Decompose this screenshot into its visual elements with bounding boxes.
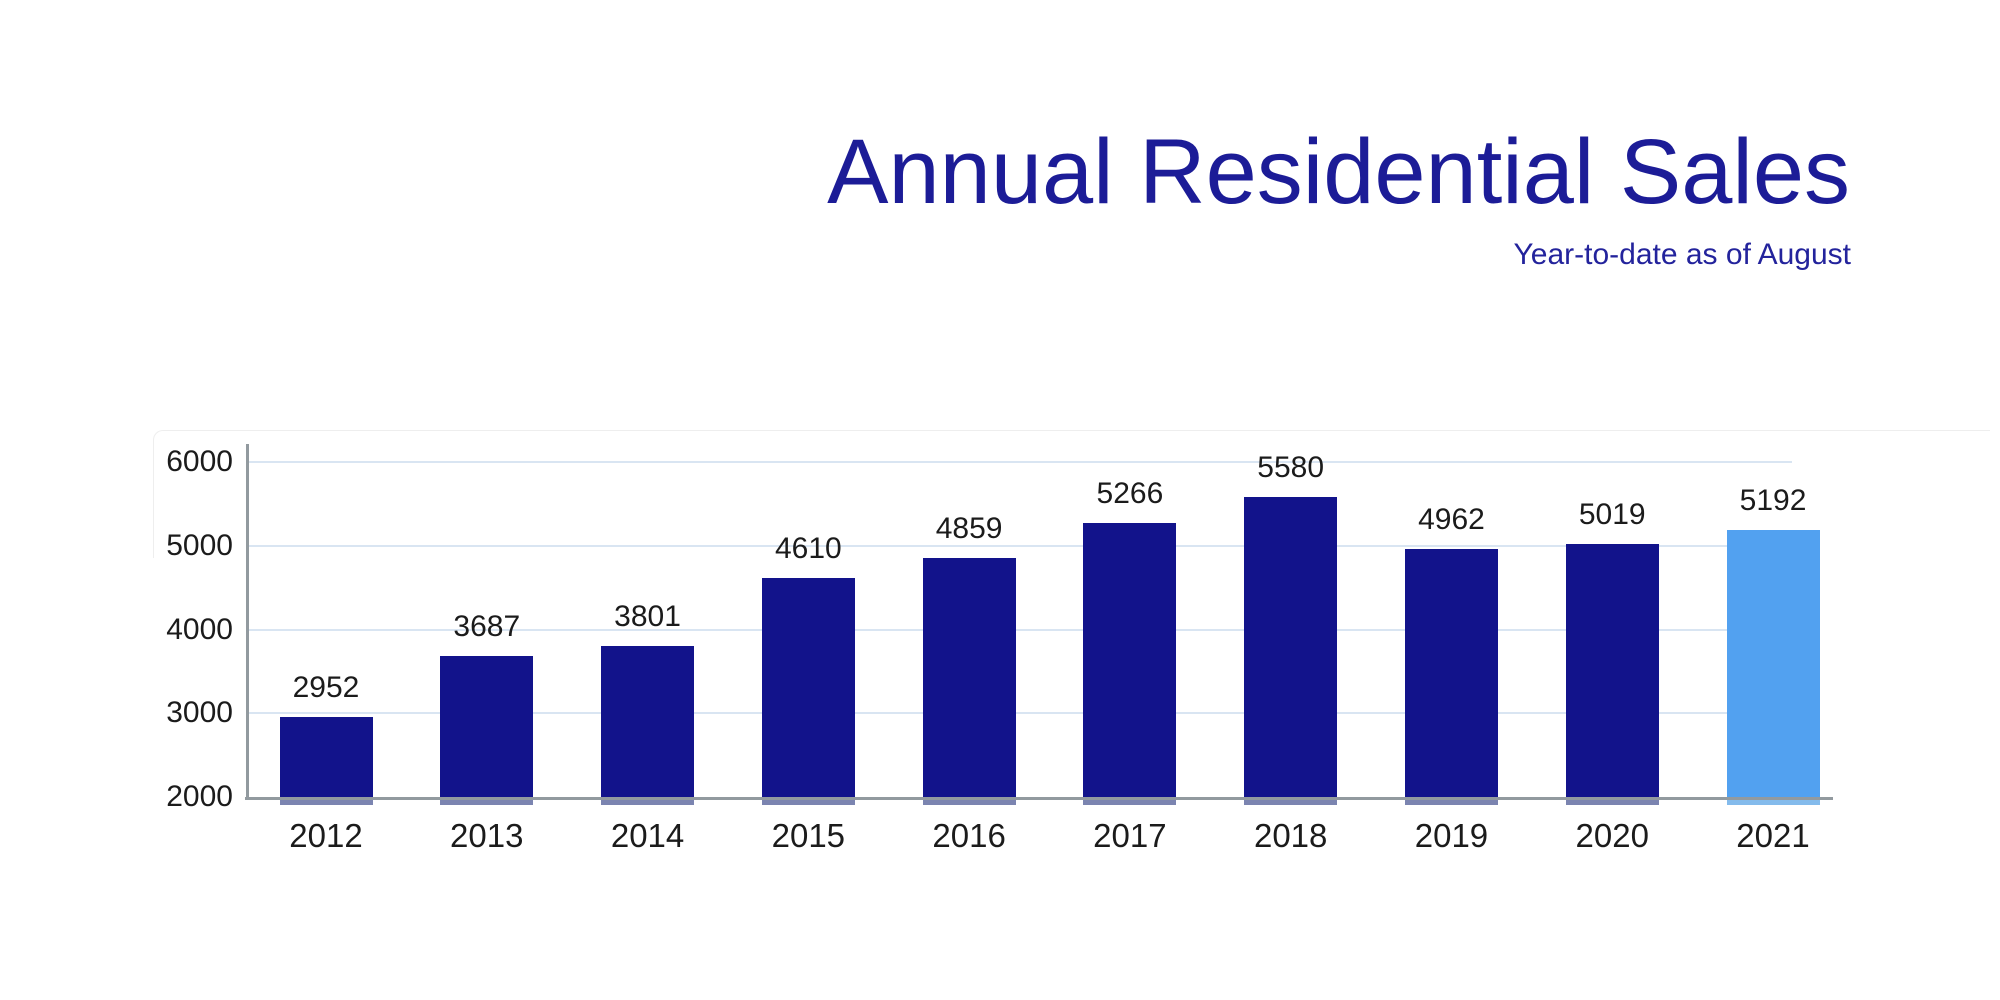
bar-value-label-2014: 3801 [614, 600, 681, 634]
bar-reflection-2021 [1726, 800, 1820, 805]
bar-reflection-2018 [1244, 800, 1338, 805]
y-axis-line [246, 444, 249, 800]
bar-reflection-2013 [440, 800, 534, 805]
y-tick-label-3000: 3000 [166, 696, 233, 730]
x-tick-label-2014: 2014 [610, 817, 685, 854]
bar-reflection-2015 [761, 800, 855, 805]
x-tick-label-2015: 2015 [771, 817, 846, 854]
bar-reflection-2020 [1565, 800, 1659, 805]
bar-2020 [1565, 544, 1659, 797]
x-tick-label-2013: 2013 [450, 817, 524, 854]
x-tick-label-2018: 2018 [1253, 817, 1328, 854]
bar-2016 [922, 557, 1016, 797]
bar-value-label-2018: 5580 [1257, 451, 1325, 485]
x-tick-label-2016: 2016 [932, 817, 1006, 854]
bar-reflection-2019 [1404, 800, 1498, 805]
gridline-5000 [248, 544, 1792, 547]
bar-value-label-2020: 5019 [1578, 498, 1646, 532]
bar-2019 [1404, 548, 1498, 797]
bar-2018 [1244, 497, 1338, 797]
bar-reflection-2012 [279, 800, 373, 805]
gridline-4000 [248, 628, 1792, 631]
gridline-6000 [248, 461, 1792, 463]
bar-value-label-2013: 3687 [453, 609, 521, 643]
bar-value-label-2017: 5266 [1096, 477, 1164, 511]
bar-reflection-2017 [1083, 800, 1177, 805]
bar-2017 [1083, 523, 1177, 797]
bar-2015 [761, 578, 855, 797]
bar-reflection-2014 [601, 800, 695, 805]
bar-2013 [440, 655, 534, 797]
bar-value-label-2021: 5192 [1739, 483, 1807, 517]
bar-reflection-2016 [922, 800, 1016, 805]
bar-value-label-2019: 4962 [1418, 502, 1485, 536]
x-tick-label-2012: 2012 [289, 817, 363, 854]
x-tick-label-2017: 2017 [1093, 817, 1167, 854]
y-tick-label-6000: 6000 [166, 445, 233, 478]
gridline-3000 [248, 712, 1792, 715]
bar-value-label-2012: 2952 [292, 671, 360, 705]
bar-2021 [1726, 529, 1820, 797]
y-tick-label-5000: 5000 [166, 528, 233, 562]
x-tick-label-2019: 2019 [1414, 817, 1489, 854]
bar-2014 [601, 646, 695, 797]
y-tick-label-2000: 2000 [166, 780, 233, 813]
bar-value-label-2015: 4610 [774, 532, 842, 566]
x-tick-label-2020: 2020 [1575, 817, 1649, 854]
page-subtitle: Year-to-date as of August [1513, 238, 1851, 271]
page-title: Annual Residential Sales [827, 121, 1850, 223]
bar-2012 [279, 717, 373, 797]
bar-value-label-2016: 4859 [935, 511, 1003, 545]
x-tick-label-2021: 2021 [1736, 817, 1810, 854]
x-axis-line [245, 797, 1833, 800]
y-tick-label-4000: 4000 [166, 612, 233, 646]
